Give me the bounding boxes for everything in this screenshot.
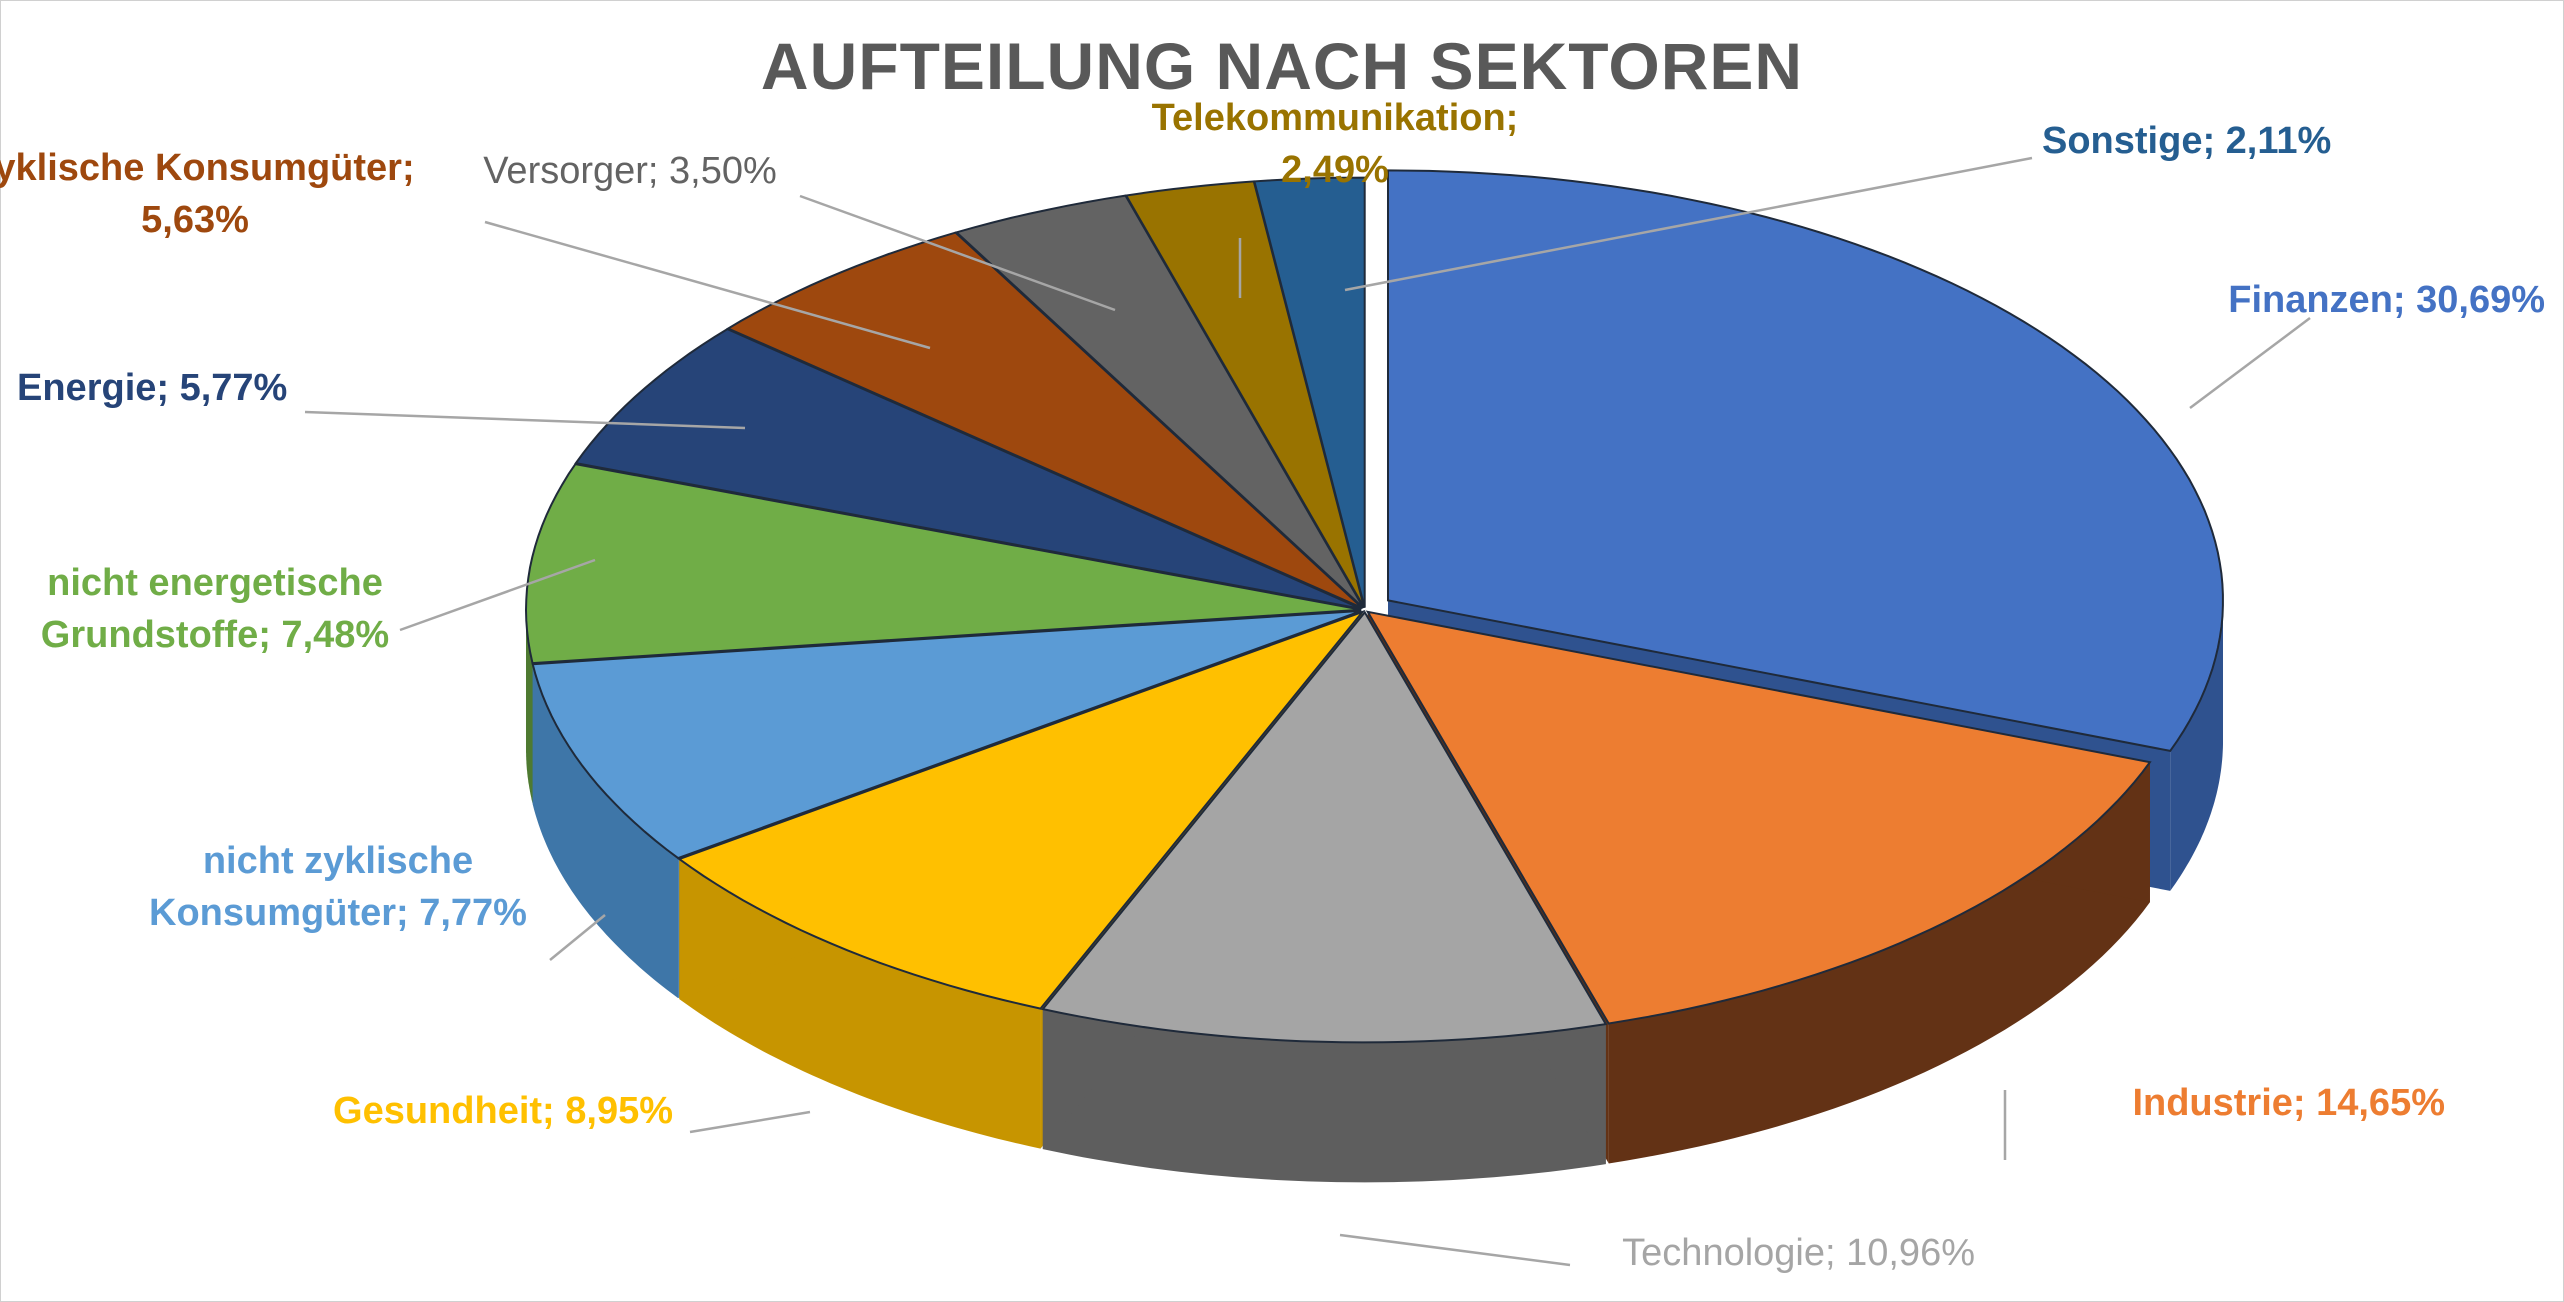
pie-side-2 (1042, 1009, 1606, 1183)
leader-line-10 (1344, 156, 2033, 292)
pie-slice-gesundheit (677, 609, 1366, 1010)
data-label-sonstige: Sonstige; 2,11% (2042, 120, 2331, 162)
data-label-gesundheit: Gesundheit; 8,95% (333, 1090, 673, 1132)
data-label-technologie: Technologie; 10,96% (1622, 1232, 1975, 1274)
data-label-nicht-zyklische-konsumg-ter: nicht zyklische Konsumgüter; 7,77% (149, 840, 527, 934)
data-label-zyklische-konsumg-ter: zyklische Konsumgüter; 5,63% (0, 147, 415, 241)
data-label-nicht-energetische-grundstoffe: nicht energetische Grundstoffe; 7,48% (41, 562, 389, 656)
leader-line-7 (484, 220, 931, 350)
pie-slice-nicht-zyklische-konsumg-ter (531, 609, 1362, 860)
leader-line-3 (689, 1110, 811, 1134)
data-label-finanzen: Finanzen; 30,69% (2228, 279, 2545, 321)
data-label-industrie: Industrie; 14,65% (2132, 1082, 2445, 1124)
leader-line-8 (799, 194, 1116, 312)
pie-slice-nicht-energetische-grundstoffe (524, 462, 1362, 665)
leader-line-6 (304, 410, 746, 430)
data-label-telekommunikation: Telekommunikation; 2,49% (1152, 97, 1519, 191)
data-label-energie: Energie; 5,77% (17, 367, 287, 409)
data-label-versorger: Versorger; 3,50% (483, 150, 777, 192)
pie-slice-telekommunikation (1124, 180, 1366, 609)
leader-line-0 (2189, 317, 2311, 409)
pie-side-1 (1608, 762, 2150, 1164)
pie-slice-industrie (1365, 610, 2152, 1025)
pie-slice-versorger (954, 194, 1365, 609)
leader-line-4 (549, 914, 606, 961)
leader-line-2 (1339, 1233, 1571, 1267)
pie-slice-technologie (1040, 610, 1608, 1044)
pie-slice-energie (574, 327, 1362, 610)
pie-side-0 (2170, 600, 2223, 891)
chart-title: AUFTEILUNG NACH SEKTOREN (760, 29, 1804, 103)
pie-slice-finanzen (1387, 169, 2224, 753)
pie-slice-sonstige (1253, 176, 1366, 608)
leader-line-5 (399, 558, 596, 632)
